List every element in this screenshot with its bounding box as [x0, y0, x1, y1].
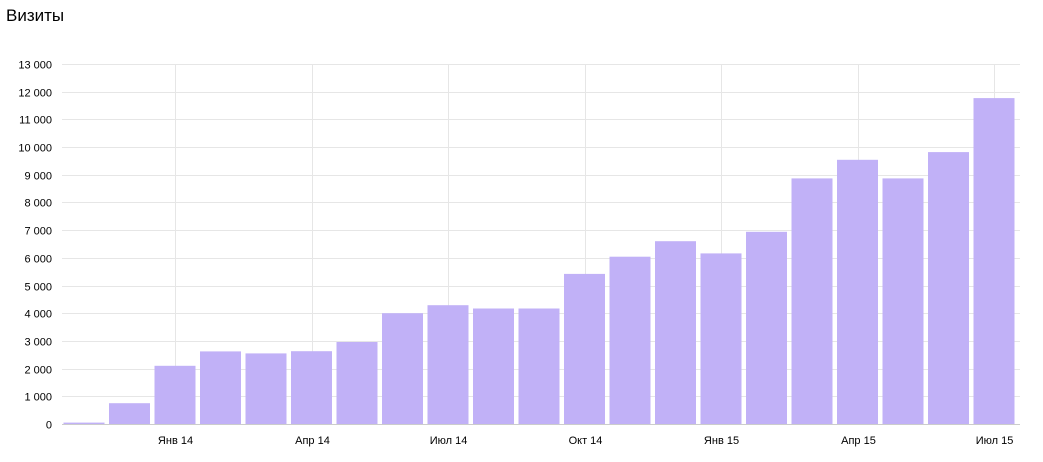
- chart-title: Визиты: [6, 6, 65, 25]
- bar-2014-07[interactable]: [427, 305, 469, 424]
- bar-2015-03[interactable]: [791, 178, 833, 424]
- x-tick-label: Окт 14: [569, 435, 603, 447]
- x-tick-label: Июл 15: [976, 435, 1014, 447]
- x-tick-label: Июл 14: [430, 435, 468, 447]
- y-tick-label: 7 000: [24, 226, 52, 238]
- x-tick-label: Апр 14: [295, 435, 330, 447]
- bar-2014-10[interactable]: [564, 273, 605, 424]
- bar-2013-12[interactable]: [109, 403, 150, 424]
- bar-2015-04[interactable]: [837, 159, 878, 425]
- y-tick-label: 13 000: [18, 60, 52, 72]
- y-tick-label: 2 000: [24, 365, 52, 377]
- y-tick-label: 1 000: [24, 392, 52, 404]
- y-tick-label: 6 000: [24, 254, 52, 266]
- bar-2014-06[interactable]: [382, 313, 423, 424]
- bar-2014-11[interactable]: [609, 256, 651, 424]
- bars: [63, 98, 1015, 425]
- bar-2014-12[interactable]: [655, 241, 696, 424]
- bar-2013-11[interactable]: [63, 422, 105, 424]
- y-tick-label: 12 000: [18, 88, 52, 100]
- bar-2014-02[interactable]: [200, 351, 241, 424]
- y-tick-label: 9 000: [24, 171, 52, 183]
- y-tick-labels: 0 1 000 2 000 3 000 4 000 5 000 6 000 7 000 8 00…: [18, 60, 52, 432]
- y-tick-label: 8 000: [24, 198, 52, 210]
- y-tick-label: 10 000: [18, 143, 52, 155]
- y-tick-label: 4 000: [24, 309, 52, 321]
- y-tick-label: 0: [46, 420, 52, 432]
- bar-2014-04[interactable]: [291, 351, 332, 424]
- bar-2015-05[interactable]: [882, 178, 924, 424]
- bar-2015-07[interactable]: [973, 98, 1015, 424]
- y-tick-label: 5 000: [24, 282, 52, 294]
- bar-2014-05[interactable]: [336, 342, 378, 424]
- x-tick-label: Апр 15: [841, 435, 876, 447]
- x-tick-labels: Янв 14 Апр 14 Июл 14 Окт 14 Янв 15 Апр 15 Июл …: [158, 435, 1013, 447]
- y-tick-label: 11 000: [19, 115, 52, 127]
- bar-2014-09[interactable]: [518, 308, 560, 425]
- bar-2015-06[interactable]: [928, 152, 969, 424]
- y-tick-label: 3 000: [24, 337, 52, 349]
- x-tick-label: Янв 15: [704, 435, 739, 447]
- bar-2015-01[interactable]: [700, 253, 742, 424]
- bar-2014-08[interactable]: [473, 308, 514, 425]
- x-tick-label: Янв 14: [158, 435, 193, 447]
- bar-2015-02[interactable]: [746, 231, 787, 424]
- bar-2014-01[interactable]: [154, 365, 196, 424]
- bar-2014-03[interactable]: [245, 353, 287, 424]
